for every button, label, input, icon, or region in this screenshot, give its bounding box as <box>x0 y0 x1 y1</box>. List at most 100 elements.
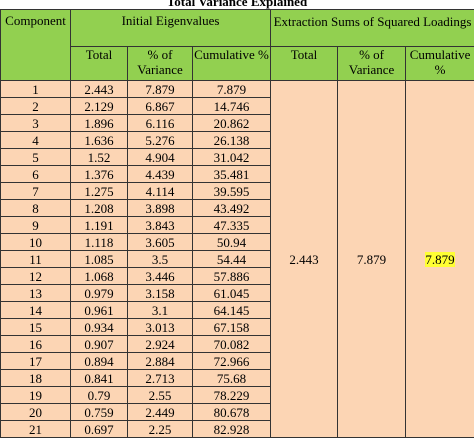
cell: 70.082 <box>191 335 272 353</box>
cell: 7.879 <box>191 80 272 98</box>
cell: 7.879 <box>127 80 193 98</box>
cell: 2.884 <box>127 352 193 370</box>
data-row: 21 0.697 2.25 82.928 <box>0 420 474 438</box>
header-row: Component Initial Eigenvalues Extraction… <box>0 9 474 81</box>
cell: 3.013 <box>127 318 193 336</box>
cell: 14 <box>0 301 71 319</box>
cell: 75.68 <box>191 369 272 387</box>
column-header: % of Variance <box>127 46 193 81</box>
cell: 57.886 <box>191 267 272 285</box>
column-header: Total <box>70 46 128 81</box>
data-row: 17 0.894 2.884 72.966 <box>0 352 474 370</box>
cell: 2.713 <box>127 369 193 387</box>
cell: 12 <box>0 267 71 285</box>
cell: 47.335 <box>191 216 272 234</box>
initial-header: Initial Eigenvalues <box>69 9 272 47</box>
cell: 1.208 <box>70 199 128 217</box>
cell: 2 <box>0 97 71 115</box>
cell: 72.966 <box>191 352 272 370</box>
cell: 6.867 <box>127 97 193 115</box>
data-row: 15 0.934 3.013 67.158 <box>0 318 474 336</box>
cell: 8 <box>0 199 71 217</box>
data-row: 20 0.759 2.449 80.678 <box>0 403 474 421</box>
column-header: Total <box>270 46 339 81</box>
column-header: % of Variance <box>337 46 407 81</box>
cell: 0.907 <box>70 335 128 353</box>
extraction-value: 7.879 <box>356 251 387 267</box>
cell: 17 <box>0 352 71 370</box>
data-row: 14 0.961 3.1 64.145 <box>0 301 474 319</box>
data-row: 7 1.275 4.114 39.595 <box>0 182 474 200</box>
cell: 13 <box>0 284 71 302</box>
extraction-value: 7.879 <box>425 251 455 267</box>
cell: 1.636 <box>70 131 128 149</box>
cell: 3.446 <box>127 267 193 285</box>
variance-table: Component Initial Eigenvalues Extraction… <box>0 9 474 438</box>
cell: 3.605 <box>127 233 193 251</box>
cell: 20 <box>0 403 71 421</box>
table-body: Component Initial Eigenvalues Extraction… <box>0 9 474 438</box>
cell: 64.145 <box>191 301 272 319</box>
cell: 2.25 <box>127 420 193 438</box>
cell: 0.697 <box>70 420 128 438</box>
cell: 1.085 <box>70 250 128 268</box>
cell: 82.928 <box>191 420 272 438</box>
extraction-header: Extraction Sums of Squared Loadings <box>270 9 474 47</box>
cell: 4 <box>0 131 71 149</box>
cell: 0.759 <box>70 403 128 421</box>
data-row: 18 0.841 2.713 75.68 <box>0 369 474 387</box>
cell: 10 <box>0 233 71 251</box>
cell: 0.979 <box>70 284 128 302</box>
cell: 2.443 <box>70 80 128 98</box>
data-row: 13 0.979 3.158 61.045 <box>0 284 474 302</box>
cell: 0.961 <box>70 301 128 319</box>
cell: 1 <box>0 80 71 98</box>
cell: 3 <box>0 114 71 132</box>
cell: 50.94 <box>191 233 272 251</box>
cell: 2.129 <box>70 97 128 115</box>
cell: 5 <box>0 148 71 166</box>
cell: 3.5 <box>127 250 193 268</box>
cell: 2.924 <box>127 335 193 353</box>
cell: 3.898 <box>127 199 193 217</box>
subheader-row: Total% of Variance Cumulative % Total% of … <box>1 46 474 81</box>
cell: 1.275 <box>70 182 128 200</box>
cell: 0.894 <box>70 352 128 370</box>
cell: 1.191 <box>70 216 128 234</box>
title-bar: Total Variance Explained <box>0 0 474 9</box>
cell: 14.746 <box>191 97 272 115</box>
data-row: 8 1.208 3.898 43.492 <box>0 199 474 217</box>
cell: 1.52 <box>70 148 128 166</box>
cell: 0.79 <box>70 386 128 404</box>
cell: 3.843 <box>127 216 193 234</box>
cell: 21 <box>0 420 71 438</box>
cell: 80.678 <box>191 403 272 421</box>
table-title: Total Variance Explained <box>166 0 308 9</box>
column-header: Cumulative % <box>191 46 272 81</box>
cell: 1.896 <box>70 114 128 132</box>
cell: 39.595 <box>191 182 272 200</box>
cell: 16 <box>0 335 71 353</box>
cell: 20.862 <box>191 114 272 132</box>
cell: 7 <box>0 182 71 200</box>
cell: 43.492 <box>191 199 272 217</box>
extraction-cell: 7.879 <box>405 80 474 438</box>
cell: 0.841 <box>70 369 128 387</box>
data-row: 9 1.191 3.843 47.335 <box>0 216 474 234</box>
cell: 2.449 <box>127 403 193 421</box>
column-header: Cumulative % <box>405 46 474 81</box>
data-row: 6 1.376 4.439 35.481 <box>0 165 474 183</box>
cell: 26.138 <box>191 131 272 149</box>
cell: 67.158 <box>191 318 272 336</box>
cell: 54.44 <box>191 250 272 268</box>
cell: 1.068 <box>70 267 128 285</box>
cell: 4.904 <box>127 148 193 166</box>
cell: 18 <box>0 369 71 387</box>
cell: 6 <box>0 165 71 183</box>
extraction-value: 2.443 <box>289 251 319 267</box>
cell: 5.276 <box>127 131 193 149</box>
cell: 1.376 <box>70 165 128 183</box>
cell: 31.042 <box>191 148 272 166</box>
cell: 19 <box>0 386 71 404</box>
